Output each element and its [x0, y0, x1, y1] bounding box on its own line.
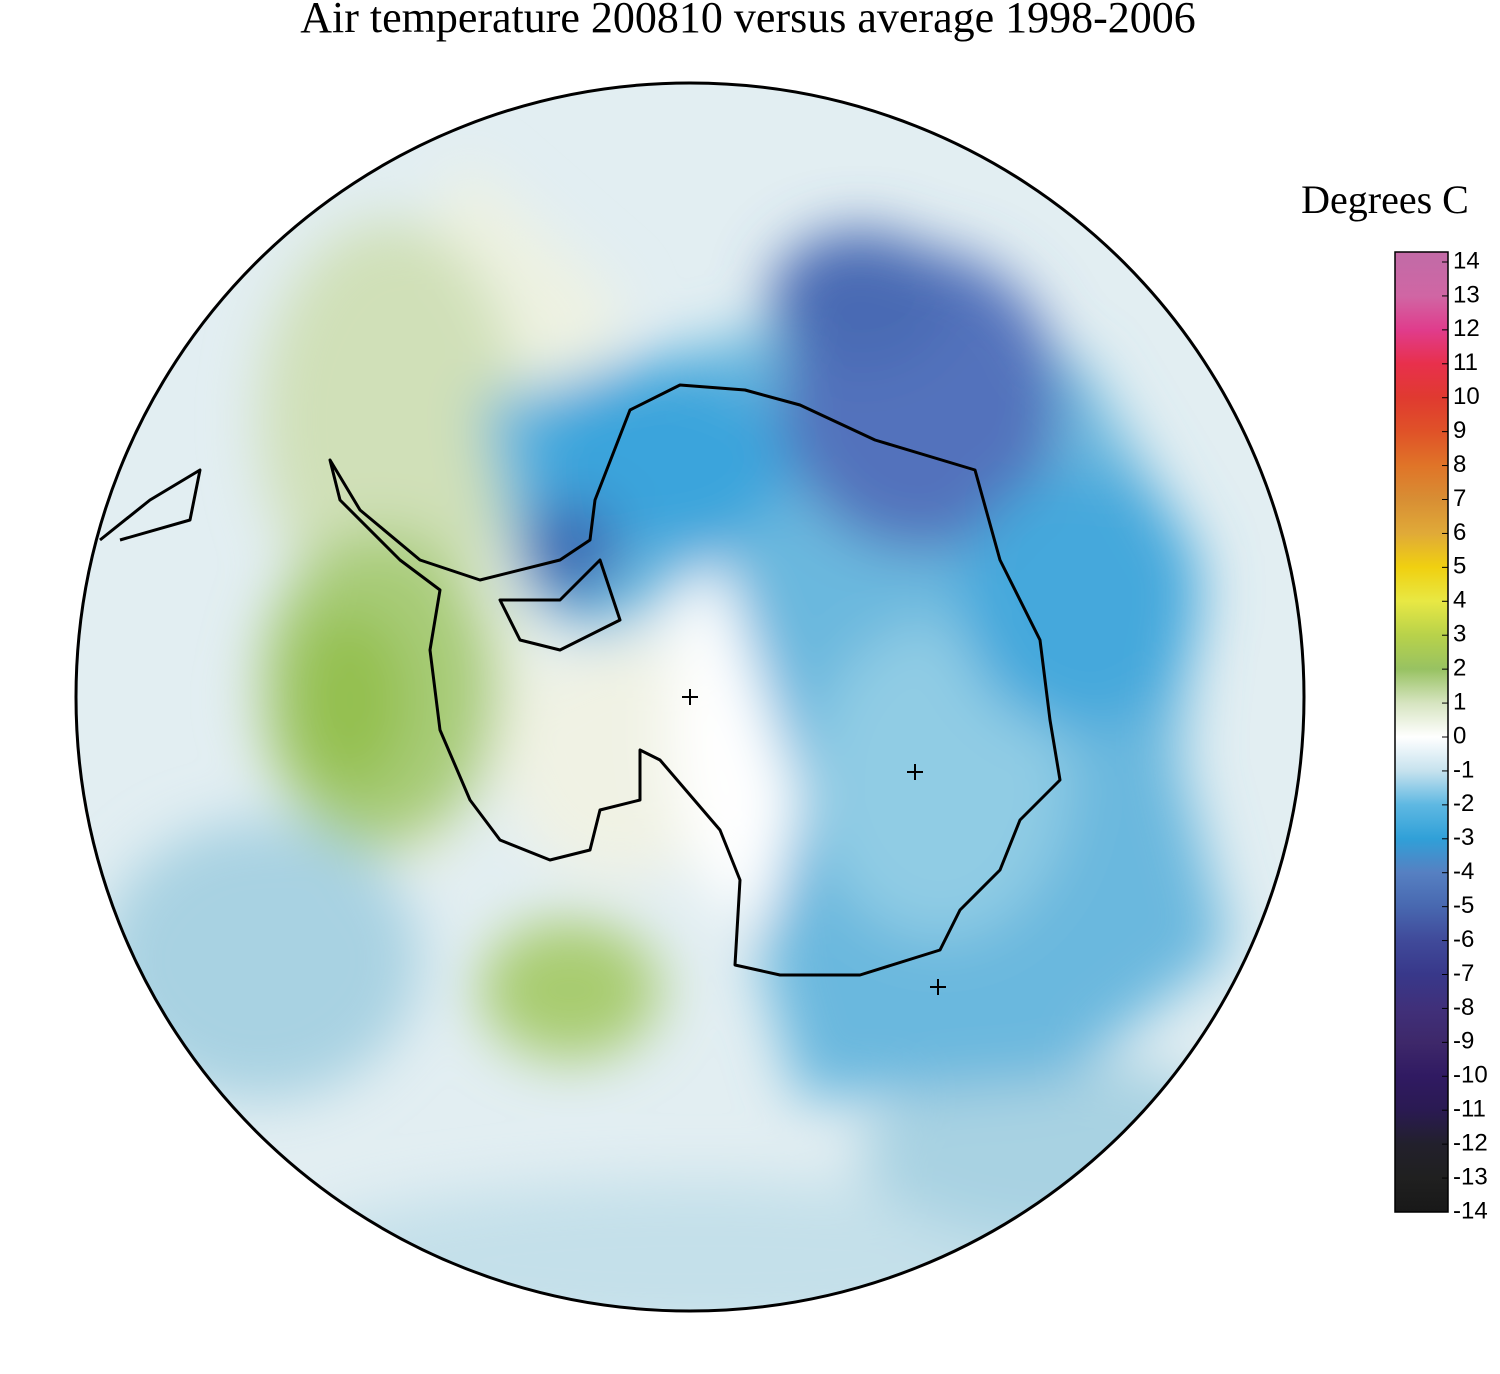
colorbar-tick-label: 9 — [1453, 417, 1466, 444]
colorbar-tick-label: -12 — [1453, 1129, 1488, 1156]
colorbar-tick-label: 3 — [1453, 621, 1466, 648]
colorbar-tick-label: -2 — [1453, 790, 1474, 817]
colorbar-tick-label: 7 — [1453, 485, 1466, 512]
colorbar-tick-label: 13 — [1453, 281, 1480, 308]
colorbar-tick-label: -10 — [1453, 1062, 1488, 1089]
legend-title: Degrees C — [1301, 177, 1469, 222]
colorbar-tick-label: -13 — [1453, 1163, 1488, 1190]
colorbar-tick-label: -14 — [1453, 1197, 1488, 1224]
map-title: Air temperature 200810 versus average 19… — [300, 0, 1196, 42]
colorbar-tick-label: 1 — [1453, 688, 1466, 715]
map-border — [74, 81, 1306, 1313]
colorbar-tick-label: -7 — [1453, 960, 1474, 987]
colorbar-tick-label: 2 — [1453, 654, 1466, 681]
coastline — [99, 383, 1062, 977]
temperature-field — [76, 83, 1304, 1311]
colorbar-tick-label: 11 — [1453, 349, 1478, 376]
colorbar-tick-label: -6 — [1453, 926, 1474, 953]
colorbar-tick-label: 4 — [1453, 587, 1466, 614]
colorbar-tick-label: -8 — [1453, 994, 1474, 1021]
colorbar-tick-label: 6 — [1453, 519, 1466, 546]
colorbar-tick-label: 8 — [1453, 451, 1466, 478]
colorbar-tick-label: -9 — [1453, 1028, 1474, 1055]
pole-markers — [682, 689, 946, 995]
colorbar-tick-label: -5 — [1453, 892, 1474, 919]
colorbar-tick-label: -1 — [1453, 756, 1474, 783]
colorbar-tick-label: -3 — [1453, 824, 1474, 851]
colorbar-tick-label: 5 — [1453, 553, 1466, 580]
colorbar-tick-label: 14 — [1453, 247, 1480, 274]
colorbar-tick-label: 10 — [1453, 383, 1480, 410]
colorbar-tick-label: -11 — [1453, 1096, 1486, 1123]
colorbar-tick-label: 12 — [1453, 315, 1480, 342]
colorbar-tick-label: 0 — [1453, 722, 1466, 749]
colorbar-tick-label: -4 — [1453, 858, 1474, 885]
colorbar — [1394, 251, 1449, 1213]
